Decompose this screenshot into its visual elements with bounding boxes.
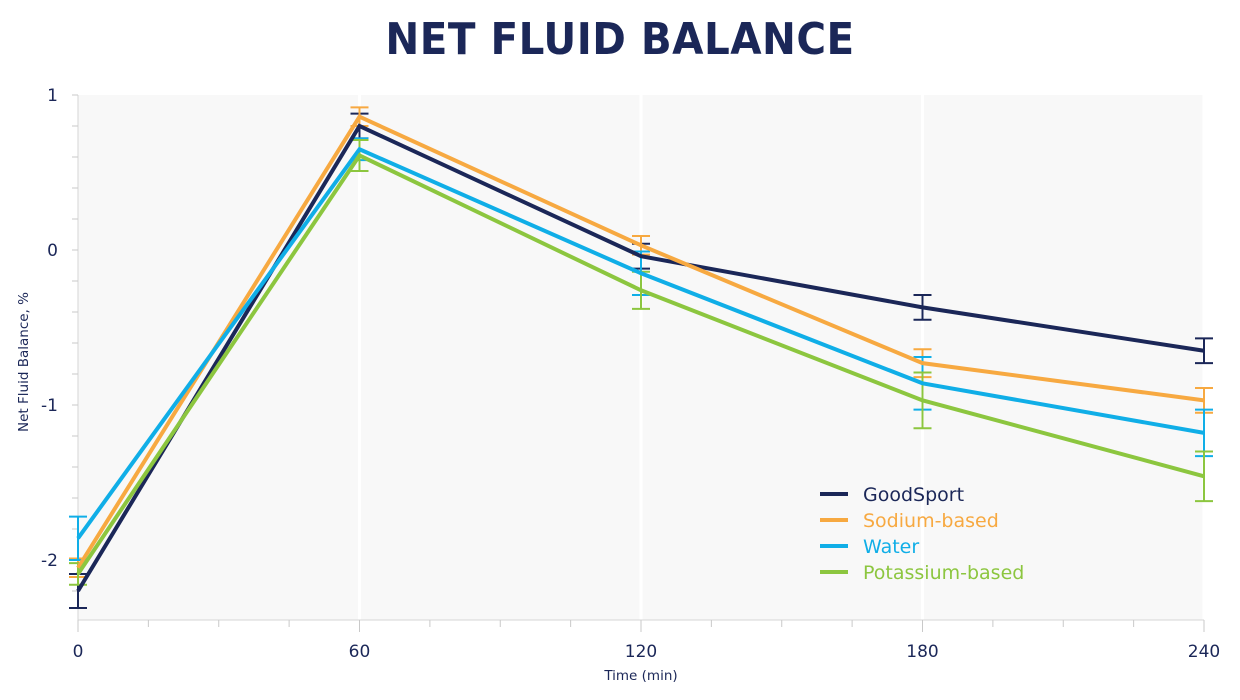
- series-layer: [69, 106, 1213, 610]
- x-tick-label: 120: [625, 642, 657, 662]
- y-tick-label: 1: [47, 86, 58, 106]
- legend-label: Water: [863, 536, 919, 558]
- y-axis-title: Net Fluid Balance, %: [16, 292, 32, 432]
- y-tick-label: -1: [41, 396, 58, 416]
- x-axis-title: Time (min): [603, 668, 677, 684]
- axes: 1 0 -1 -2 0 60 120 180 240: [41, 86, 1220, 662]
- y-tick-label: 0: [47, 241, 58, 261]
- y-tick-label: -2: [41, 551, 58, 571]
- x-tick-label: 180: [906, 642, 938, 662]
- legend-label: GoodSport: [863, 484, 964, 506]
- legend: GoodSport Sodium-based Water Potassium-base…: [820, 484, 1024, 584]
- chart-title: NET FLUID BALANCE: [385, 14, 855, 65]
- legend-label: Sodium-based: [863, 510, 999, 532]
- legend-label: Potassium-based: [863, 562, 1024, 584]
- x-tick-label: 240: [1188, 642, 1220, 662]
- x-tick-label: 0: [73, 642, 84, 662]
- x-tick-label: 60: [349, 642, 371, 662]
